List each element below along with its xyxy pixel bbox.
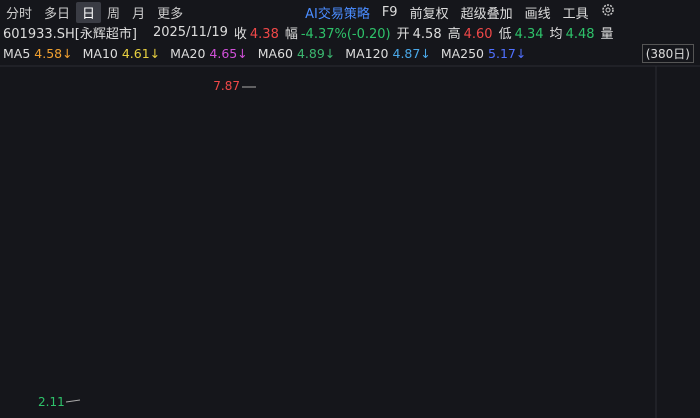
ma-item: MA5 4.58↓ (3, 46, 73, 61)
tab[interactable]: 多日 (44, 6, 71, 22)
tab[interactable]: 分时 (6, 6, 33, 22)
ma-name: MA20 (170, 45, 206, 61)
ma-value: 4.89↓ (296, 45, 336, 61)
ma-name: MA120 (345, 45, 389, 61)
tool[interactable]: 工具 (562, 6, 589, 22)
ma-item: MA10 4.61↓ (83, 46, 161, 61)
info-field: 低 4.34 (499, 23, 544, 42)
ma-item: MA120 4.87↓ (345, 46, 431, 61)
info-label: 幅 (284, 26, 298, 42)
ma-name: MA60 (257, 45, 293, 61)
date: 2025/11/19 (152, 24, 228, 40)
ma-value: 4.65↓ (209, 45, 248, 61)
info-bar: 601933.SH[永辉超市] 2025/11/19 收 4.38 幅 -4.37%(… (0, 22, 700, 42)
info-label: 高 (447, 26, 461, 42)
info-value: 4.34 (514, 26, 544, 42)
tool[interactable]: 画线 (524, 6, 551, 22)
info-field: 幅 -4.37%(-0.20) (285, 23, 391, 42)
ma-legend: MA5 4.58↓ MA10 4.61↓ MA20 4.65↓ MA60 4.89↓ MA120… (0, 43, 700, 63)
info-field: 开 4.58 (397, 23, 442, 42)
ma-value: 4.61↓ (121, 45, 161, 61)
tab[interactable]: 月 (132, 6, 146, 22)
tab[interactable]: 更多 (157, 6, 184, 22)
info-label: 收 (233, 26, 247, 42)
info-field: 收 4.38 (234, 23, 279, 42)
info-field: 高 4.60 (448, 23, 493, 42)
tool[interactable]: 前复权 (409, 6, 449, 22)
tool[interactable]: AI交易策略 (305, 6, 370, 22)
annotation: 7.87 (213, 79, 240, 93)
period: (380日) (641, 43, 694, 63)
ma-name: MA5 (3, 45, 31, 61)
info-label: 量 (600, 26, 614, 42)
info-label: 低 (498, 26, 512, 42)
info-field: 量 (601, 23, 617, 42)
tab[interactable]: 日 (76, 1, 102, 23)
ma-name: MA250 (440, 45, 485, 61)
ma-item: MA60 4.89↓ (258, 46, 336, 61)
info-value: 4.48 (565, 26, 595, 42)
info-value: 4.38 (249, 26, 279, 42)
gear-icon: 2.03.04.05.06.07.08.0 (595, 3, 700, 396)
ma-value: 4.58↓ (34, 45, 73, 61)
gear: 2.03.04.05.06.07.08.0 (600, 4, 700, 396)
annotation-arrow (65, 399, 81, 403)
ma-value: 4.87↓ (392, 45, 431, 61)
ma-item: MA250 5.17↓ (441, 46, 527, 61)
info-label: 开 (396, 26, 410, 42)
ma-value: 5.17↓ (488, 45, 527, 61)
tool[interactable]: 超级叠加 (460, 6, 513, 22)
info-field: 均 4.48 (550, 23, 595, 42)
annotation: 2.11 (38, 395, 65, 409)
symbol: 601933.SH[永辉超市] (3, 26, 137, 42)
info-label: 均 (549, 26, 563, 42)
info-value: 4.58 (412, 26, 442, 42)
info-value: -4.37%(-0.20) (300, 26, 391, 42)
tab[interactable]: 周 (107, 6, 121, 22)
ma-item: MA20 4.65↓ (170, 46, 248, 61)
ma-name: MA10 (82, 45, 118, 61)
info-value: 4.60 (463, 26, 493, 42)
tool[interactable]: F9 (381, 4, 398, 20)
